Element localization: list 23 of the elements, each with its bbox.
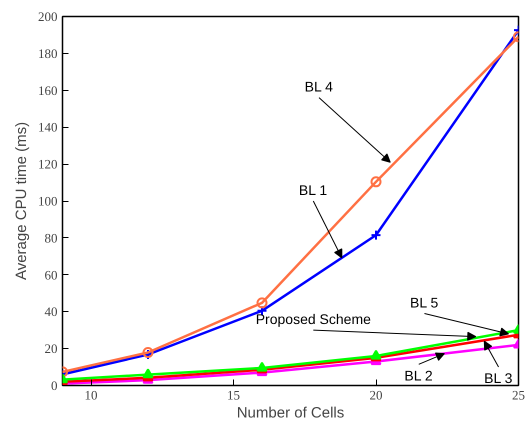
annotation: BL 5 (410, 294, 439, 310)
y-tick-label: 180 (38, 46, 58, 61)
y-tick-label: 80 (44, 230, 58, 246)
y-tick-label: 100 (38, 194, 58, 208)
x-tick-label: 15 (227, 388, 240, 402)
annotation: BL 1 (298, 182, 328, 198)
y-tick-label: 160 (38, 82, 58, 98)
y-tick-label: 40 (44, 304, 58, 320)
y-tick-label: 120 (38, 156, 58, 172)
annotation: Proposed Scheme (256, 311, 372, 328)
y-tick-label: 60 (44, 267, 58, 282)
x-tick-label: 20 (370, 388, 382, 402)
y-tick-label: 140 (38, 120, 58, 135)
annotation: BL 2 (404, 367, 433, 384)
y-tick-label: 0 (51, 378, 58, 393)
annotation: BL 3 (484, 370, 513, 386)
y-tick-label: 200 (38, 9, 58, 24)
x-axis-title: Number of Cells (236, 404, 344, 422)
annotation: BL 4 (304, 78, 334, 95)
y-tick-label: 20 (44, 341, 58, 356)
x-tick-label: 25 (512, 388, 525, 402)
x-tick-label: 10 (84, 388, 98, 402)
y-axis-title: Average CPU time (ms) (13, 122, 30, 280)
